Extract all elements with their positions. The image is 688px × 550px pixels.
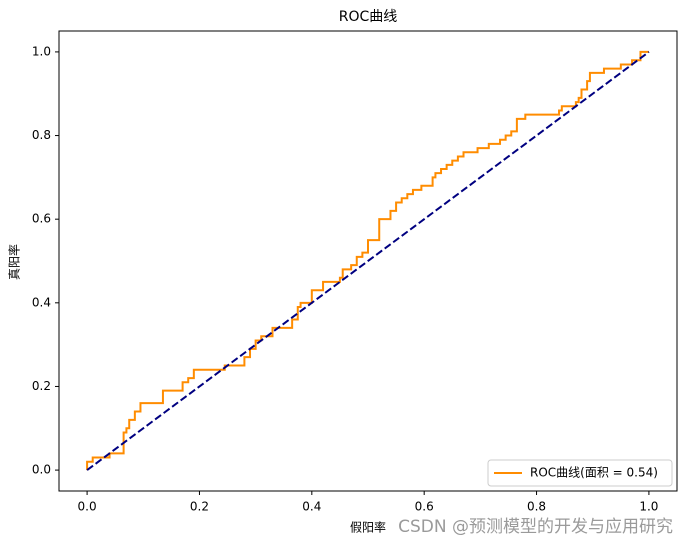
x-tick-label: 0.8 [527, 500, 546, 514]
y-tick-label: 0.6 [32, 212, 51, 226]
y-tick-label: 0.0 [32, 463, 51, 477]
x-tick-label: 0.4 [302, 500, 321, 514]
x-tick-label: 0.6 [415, 500, 434, 514]
x-tick-label: 0.0 [78, 500, 97, 514]
chart-title: ROC曲线 [339, 9, 398, 25]
y-tick-label: 0.2 [32, 379, 51, 393]
series-line [86, 51, 650, 471]
y-tick-label: 1.0 [32, 44, 51, 58]
legend-box [487, 459, 673, 487]
y-tick-label: 0.8 [32, 128, 51, 142]
series-line [86, 50, 649, 471]
y-axis-label: 真阳率 [7, 244, 22, 280]
x-tick-label: 1.0 [639, 500, 658, 514]
watermark: CSDN @预测模型的开发与应用研究 [398, 517, 673, 537]
y-tick-label: 0.4 [32, 295, 51, 309]
plot-frame [58, 30, 678, 492]
legend-label: ROC曲线(面积 = 0.54) [530, 466, 658, 480]
x-tick-label: 0.2 [190, 500, 209, 514]
legend: ROC曲线(面积 = 0.54) [487, 459, 673, 487]
x-axis-label: 假阳率 [350, 520, 386, 535]
